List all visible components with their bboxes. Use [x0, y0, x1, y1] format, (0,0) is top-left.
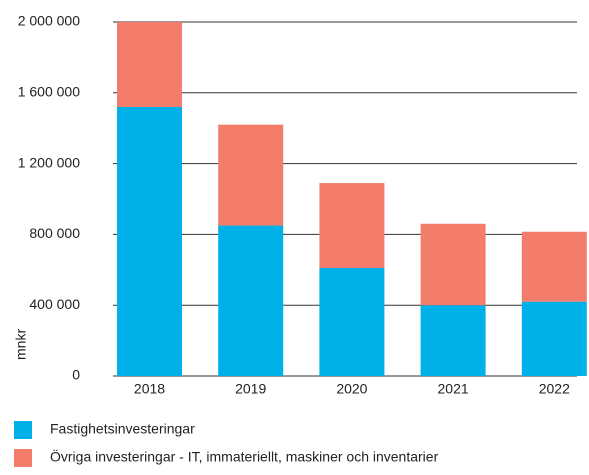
- y-tick-label: 400 000: [29, 296, 80, 312]
- x-tick-label: 2022: [539, 381, 570, 397]
- x-tick-label: 2019: [235, 381, 266, 397]
- x-tick-label: 2020: [336, 381, 367, 397]
- bar-segment: [319, 268, 385, 376]
- bar-segment: [117, 22, 182, 107]
- bar-segment: [218, 124, 284, 226]
- bar-segment: [420, 223, 486, 306]
- y-tick-label: 1 600 000: [18, 84, 80, 100]
- x-tick-label: 2021: [438, 381, 469, 397]
- legend-label: Övriga investeringar - IT, immateriellt,…: [50, 448, 439, 465]
- legend-swatch: [14, 449, 32, 467]
- bar-segment: [319, 183, 385, 269]
- y-tick-label: 2 000 000: [18, 13, 80, 29]
- bar-segment: [218, 225, 284, 376]
- bar-segment: [117, 106, 182, 377]
- y-tick-label: 800 000: [29, 225, 80, 241]
- x-tick-label: 2018: [134, 381, 165, 397]
- y-axis-label: mnkr: [13, 329, 29, 360]
- y-tick-label: 0: [72, 367, 80, 383]
- legend-swatch: [14, 421, 32, 439]
- bar-segment: [420, 305, 486, 376]
- y-tick-label: 1 200 000: [18, 154, 80, 170]
- bar-segment: [521, 231, 587, 302]
- bar-segment: [521, 301, 587, 376]
- legend-label: Fastighetsinvesteringar: [50, 421, 195, 437]
